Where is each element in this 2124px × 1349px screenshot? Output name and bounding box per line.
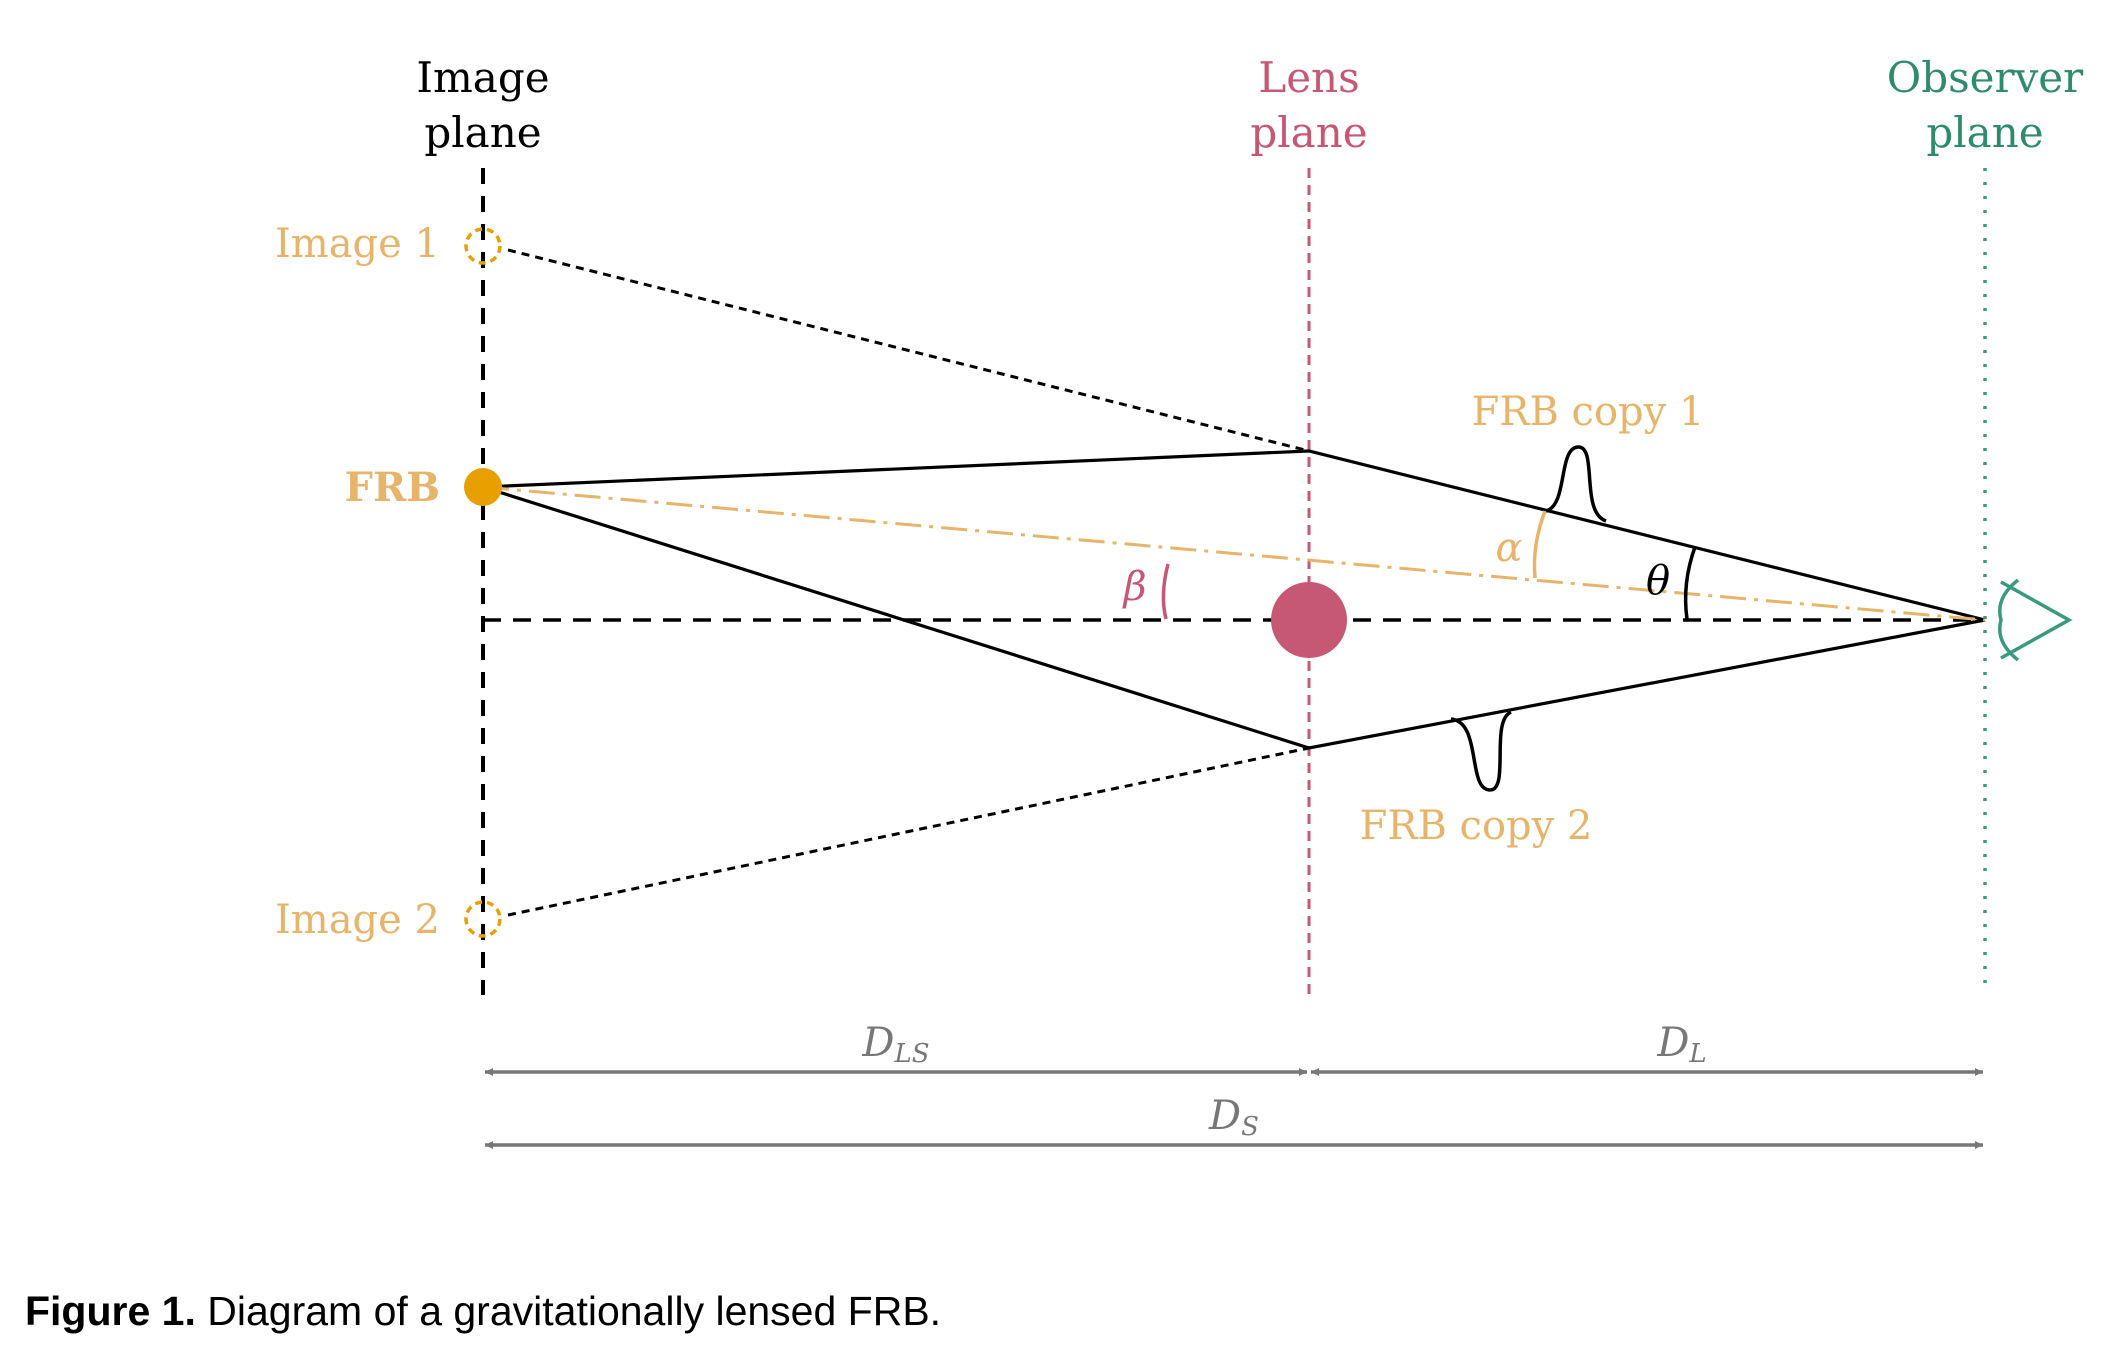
lens-mass [1271,582,1347,658]
source-direction-line [482,485,1986,622]
frb-copy1-pulse [1545,445,1607,523]
lens-plane-title-line1: Lens [1258,53,1359,102]
observer-eye-icon [1998,578,2073,662]
beta-arc [1161,563,1170,620]
frb-label: FRB [345,464,440,511]
image2-label: Image 2 [275,897,440,943]
ds-label-sub: S [1241,1112,1259,1142]
image2-virtual-ray [507,746,1310,917]
image-plane-title-line1: Image [416,53,549,102]
light-path-2 [482,485,1986,750]
observer-plane-title-line1: Observer [1887,53,2084,102]
theta-label: θ [1646,558,1670,604]
image1-label: Image 1 [275,221,440,267]
ds-label-main: D [1208,1093,1241,1139]
dls-label: DLS [861,1020,929,1069]
dl-label: DL [1656,1020,1706,1069]
observer-plane-title-line2: plane [1926,108,2043,157]
figure-caption: Figure 1. Diagram of a gravitationally l… [25,1288,941,1335]
figure-caption-text: Diagram of a gravitationally lensed FRB. [207,1288,942,1334]
image2-circle [464,900,502,938]
frb-copy2-pulse [1450,710,1513,792]
image-plane-title-line2: plane [424,108,541,157]
theta-arc [1683,546,1697,620]
figure-caption-label: Figure 1. [25,1288,196,1334]
dl-label-sub: L [1688,1039,1706,1069]
frb-copy2-label: FRB copy 2 [1360,803,1593,849]
dl-label-main: D [1656,1020,1689,1066]
frb-source-dot [464,468,502,506]
dls-label-sub: LS [894,1039,930,1069]
image1-circle [464,227,502,265]
alpha-label: α [1495,525,1522,571]
dls-label-main: D [861,1020,894,1066]
light-path-1 [482,449,1986,622]
alpha-arc [1532,510,1547,579]
image1-virtual-ray [507,248,1310,453]
beta-label: β [1121,564,1146,610]
ds-label: DS [1208,1093,1259,1142]
frb-copy1-label: FRB copy 1 [1472,389,1705,435]
lens-plane-title-line2: plane [1250,108,1367,157]
